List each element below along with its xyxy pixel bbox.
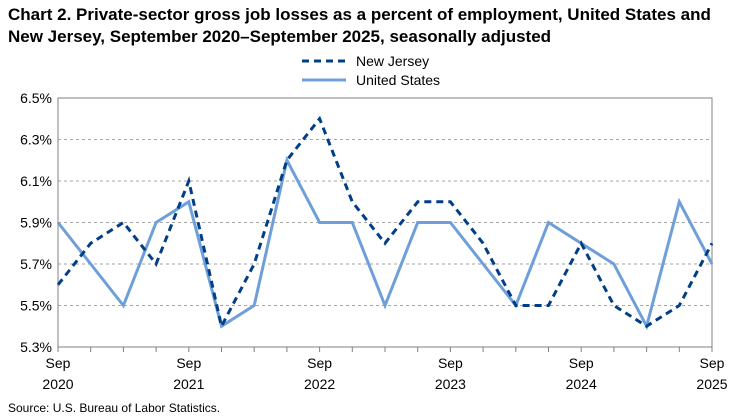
x-tick-year: 2022 — [304, 376, 335, 392]
chart-title: Chart 2. Private-sector gross job losses… — [8, 5, 711, 46]
source-note: Source: U.S. Bureau of Labor Statistics. — [8, 401, 221, 415]
x-tick-month: Sep — [46, 355, 71, 371]
y-tick-label: 5.3% — [20, 339, 52, 355]
x-tick-year: 2024 — [566, 376, 597, 392]
y-tick-label: 6.1% — [20, 173, 52, 189]
legend-label: New Jersey — [356, 53, 429, 69]
y-tick-label: 6.5% — [20, 90, 52, 106]
legend-label: United States — [356, 72, 440, 88]
y-tick-label: 5.5% — [20, 298, 52, 314]
legend: New Jersey United States — [302, 53, 440, 88]
x-tick-year: 2021 — [173, 376, 204, 392]
y-axis-ticks: 5.3% 5.5% 5.7% 5.9% 6.1% 6.3% 6.5% — [20, 90, 52, 355]
series-line-united-states — [56, 155, 714, 331]
y-tick-label: 5.7% — [20, 256, 52, 272]
y-tick-label: 5.9% — [20, 215, 52, 231]
x-tick-month: Sep — [569, 355, 594, 371]
x-axis-ticks: Sep 2020 Sep 2021 Sep 2022 Sep 2023 Sep 2024 Sep 20… — [42, 347, 728, 392]
x-tick-month: Sep — [307, 355, 332, 371]
x-tick-year: 2025 — [696, 376, 727, 392]
y-tick-label: 6.3% — [20, 132, 52, 148]
series-line-new-jersey — [56, 115, 714, 331]
x-tick-year: 2023 — [435, 376, 466, 392]
grid-lines — [58, 97, 712, 306]
x-tick-month: Sep — [176, 355, 201, 371]
x-tick-year: 2020 — [42, 376, 73, 392]
x-tick-month: Sep — [700, 355, 725, 371]
series-lines — [56, 115, 714, 331]
x-tick-month: Sep — [438, 355, 463, 371]
